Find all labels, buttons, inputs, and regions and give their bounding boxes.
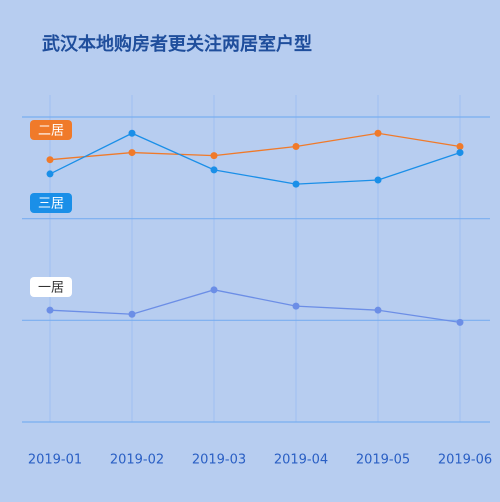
legend-label: 二居	[38, 124, 64, 139]
legend-label: 一居	[38, 281, 64, 296]
x-tick-label: 2019-06	[438, 453, 492, 468]
point	[128, 129, 136, 137]
legend-tag	[30, 120, 72, 140]
point	[46, 156, 54, 164]
point	[456, 318, 464, 326]
x-tick-label: 2019-05	[356, 453, 410, 468]
point	[128, 149, 136, 157]
point	[456, 142, 464, 150]
point	[210, 286, 218, 294]
legend-label: 三居	[38, 197, 64, 212]
point	[456, 149, 464, 157]
point	[292, 142, 300, 150]
point	[292, 302, 300, 310]
series-line	[49, 289, 461, 324]
series-line	[49, 132, 461, 161]
point	[374, 176, 382, 184]
x-tick-label: 2019-03	[192, 453, 246, 468]
point	[374, 129, 382, 137]
point	[210, 166, 218, 174]
legend-tag	[30, 277, 72, 297]
series-line	[49, 132, 461, 185]
chart-title: 武汉本地购房者更关注两居室户型	[42, 33, 312, 55]
x-tick-label: 2019-01	[28, 453, 82, 468]
legend-tag	[30, 193, 72, 213]
point	[46, 170, 54, 178]
point	[46, 306, 54, 314]
x-tick-label: 2019-02	[110, 453, 164, 468]
point	[128, 310, 136, 318]
point	[374, 306, 382, 314]
x-tick-label: 2019-04	[274, 453, 328, 468]
point	[210, 152, 218, 160]
point	[292, 180, 300, 188]
